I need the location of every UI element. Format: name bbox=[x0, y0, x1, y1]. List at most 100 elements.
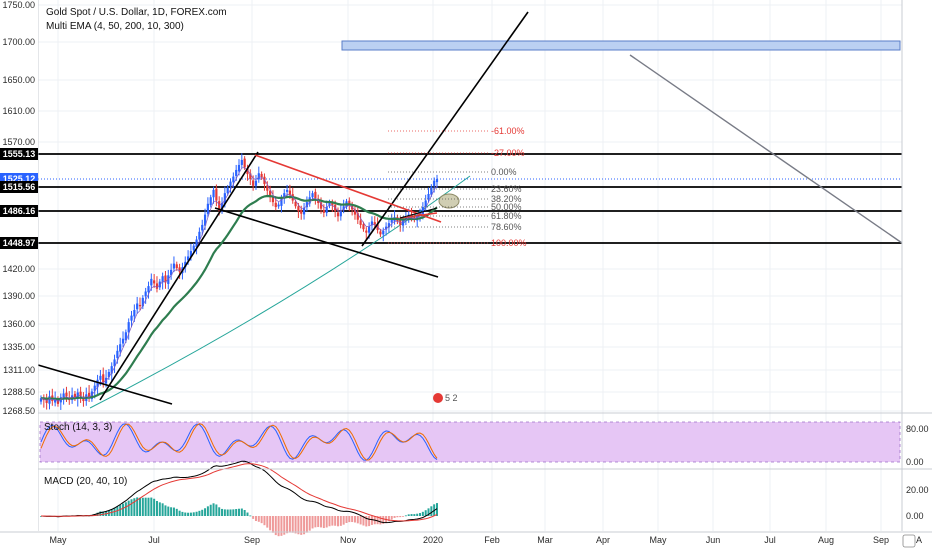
candle-body bbox=[328, 202, 331, 206]
macd-histogram-bar bbox=[328, 516, 331, 527]
candle-body bbox=[87, 392, 91, 399]
macd-histogram-bar bbox=[229, 509, 232, 516]
macd-histogram-bar bbox=[410, 514, 413, 516]
macd-histogram-bar bbox=[399, 516, 402, 518]
macd-histogram-bar bbox=[430, 506, 433, 516]
candle-body bbox=[266, 185, 269, 191]
macd-histogram-bar bbox=[263, 516, 266, 526]
right-indicator-axis[interactable]: 80.00 0.00 20.00 0.00 bbox=[906, 424, 929, 521]
candle-body bbox=[127, 322, 130, 333]
candle-body bbox=[237, 164, 241, 172]
ema-4-line bbox=[40, 167, 438, 402]
stoch-k-line bbox=[40, 423, 438, 461]
macd-histogram-bar bbox=[141, 497, 144, 516]
fib-level-label: 100.00% bbox=[491, 238, 527, 248]
macd-histogram-bar bbox=[238, 508, 240, 516]
price-tick-label: 1311.00 bbox=[3, 365, 35, 375]
candle-body bbox=[356, 213, 359, 220]
candle-body bbox=[373, 222, 376, 225]
settings-gear-icon bbox=[902, 534, 916, 548]
macd-histogram-bar bbox=[356, 516, 359, 524]
candle-body bbox=[336, 212, 340, 217]
time-tick-label: Apr bbox=[596, 535, 610, 545]
candle-body bbox=[186, 256, 190, 261]
candle-body bbox=[195, 239, 198, 248]
macd-histogram-bar bbox=[266, 516, 269, 528]
macd-histogram-bar bbox=[311, 516, 314, 529]
macd-histogram-bar bbox=[286, 516, 289, 534]
fib-level-label: 50.00% bbox=[491, 202, 522, 212]
macd-histogram-bar bbox=[365, 516, 368, 527]
candle-body bbox=[119, 344, 122, 352]
time-axis[interactable]: May Jul Sep Nov 2020 Feb Mar Apr May Jun Jul Aug Sep bbox=[49, 534, 916, 548]
candle-body bbox=[178, 267, 181, 272]
price-tag-label: 1515.56 bbox=[3, 182, 36, 192]
candle-body bbox=[249, 173, 252, 180]
macd-histogram-bar bbox=[221, 508, 224, 516]
macd-histogram-bar bbox=[294, 516, 297, 534]
candle-body bbox=[339, 211, 342, 217]
stoch-tick-label: 0.00 bbox=[906, 457, 924, 467]
candle-body bbox=[257, 173, 260, 180]
indicator-title: Multi EMA (4, 50, 200, 10, 300) bbox=[46, 21, 184, 32]
macd-histogram-bar bbox=[280, 516, 283, 536]
macd-histogram-bar bbox=[387, 516, 390, 522]
candle-body bbox=[107, 371, 110, 378]
macd-histogram-bar bbox=[116, 506, 119, 516]
chart-frame bbox=[0, 0, 932, 533]
fib-level-label: 23.60% bbox=[491, 184, 522, 194]
price-tick-label: 1420.00 bbox=[2, 264, 35, 274]
auto-scale-button[interactable]: A bbox=[916, 535, 922, 545]
macd-histogram-bar bbox=[96, 512, 99, 516]
candle-body bbox=[362, 224, 365, 230]
price-tag-label: 1525.12 bbox=[3, 174, 36, 184]
candle-body bbox=[243, 158, 246, 168]
macd-histogram-bar bbox=[413, 514, 416, 516]
candle-body bbox=[147, 286, 150, 293]
candle-body bbox=[283, 193, 286, 199]
macd-histogram-bar bbox=[139, 497, 141, 516]
candle-body bbox=[116, 350, 119, 358]
price-tag-label: 1555.13 bbox=[3, 149, 36, 159]
macd-histogram-bar bbox=[147, 497, 150, 516]
gridlines bbox=[38, 0, 902, 531]
macd-histogram-bar bbox=[353, 516, 356, 523]
candle-body bbox=[150, 278, 153, 286]
macd-histogram-bar bbox=[99, 511, 102, 516]
macd-histogram-bar bbox=[130, 499, 133, 516]
macd-tick-label: 0.00 bbox=[906, 511, 924, 521]
candle-body bbox=[232, 176, 235, 183]
macd-histogram-bar bbox=[297, 516, 300, 535]
macd-histogram-bar bbox=[243, 510, 246, 516]
left-price-axis[interactable]: 1750.00 1700.00 1650.00 1610.00 1570.00 1420.… bbox=[0, 0, 38, 531]
macd-histogram-bar bbox=[368, 516, 371, 527]
candle-body bbox=[269, 190, 272, 198]
candle-body bbox=[209, 197, 212, 206]
time-tick-label: May bbox=[49, 535, 67, 545]
candle-body bbox=[379, 231, 382, 235]
price-tick-label: 1610.00 bbox=[2, 106, 35, 116]
candle-body bbox=[206, 203, 209, 214]
fib-level-label: 78.60% bbox=[491, 222, 522, 232]
candle-body bbox=[102, 374, 105, 383]
candle-body bbox=[82, 397, 85, 402]
candle-body bbox=[384, 226, 388, 230]
time-tick-label: Sep bbox=[244, 535, 260, 545]
candle-body bbox=[62, 393, 65, 398]
candle-body bbox=[79, 391, 82, 397]
candle-body bbox=[342, 206, 345, 210]
candle-body bbox=[113, 359, 116, 367]
candle-body bbox=[387, 223, 391, 228]
candle-body bbox=[130, 315, 133, 321]
stoch-tick-label: 80.00 bbox=[906, 424, 929, 434]
macd-histogram-bar bbox=[308, 516, 311, 531]
candle-body bbox=[430, 186, 433, 195]
macd-histogram-bar bbox=[164, 505, 167, 516]
candle-body bbox=[133, 310, 136, 317]
event-marker-label: 5 2 bbox=[445, 393, 458, 403]
macd-histogram-bar bbox=[393, 516, 396, 518]
candle-body bbox=[300, 209, 303, 214]
macd-histogram-bar bbox=[288, 516, 291, 533]
